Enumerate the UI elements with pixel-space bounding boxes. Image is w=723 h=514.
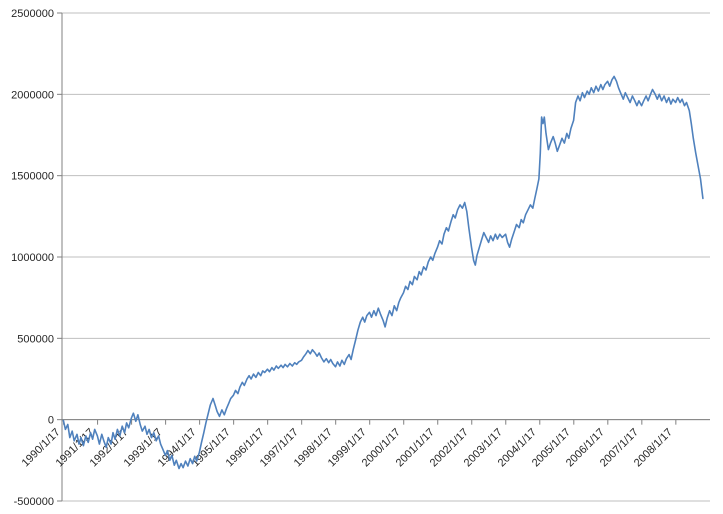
y-axis-label: -500000: [14, 496, 54, 508]
data-series-line: [62, 75, 704, 470]
y-axis-label: 0: [48, 415, 54, 427]
y-axis-label: 1500000: [11, 171, 54, 183]
y-axis-label: 1000000: [11, 252, 54, 264]
y-axis-label: 500000: [17, 333, 54, 345]
y-axis-label: 2000000: [11, 89, 54, 101]
y-axis-label: 2500000: [11, 8, 54, 20]
